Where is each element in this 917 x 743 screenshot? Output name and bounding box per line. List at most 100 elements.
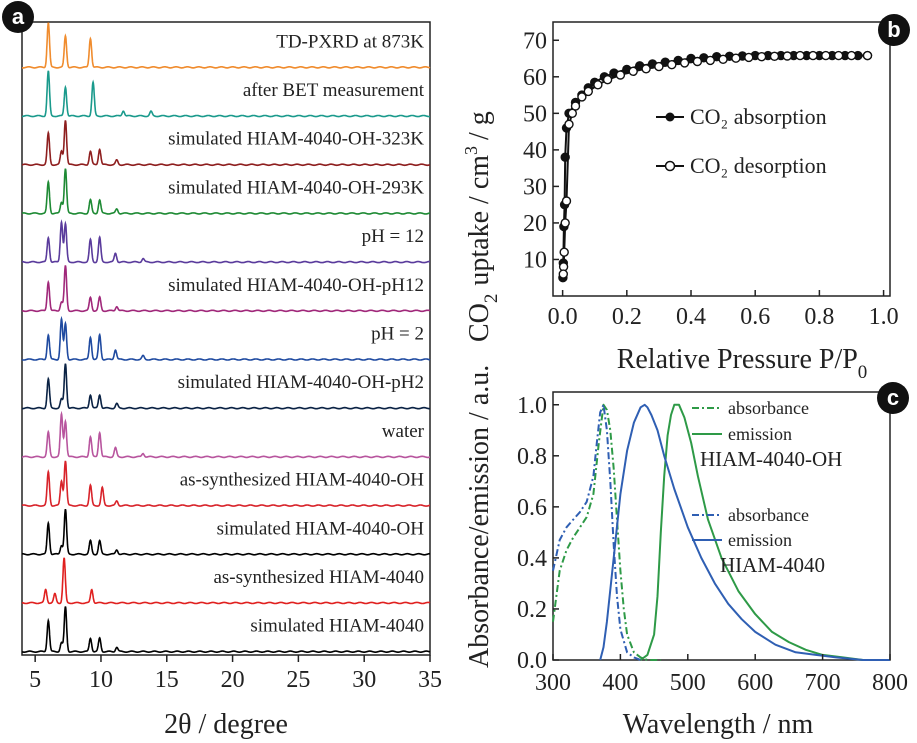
b-point-1-6 xyxy=(782,51,792,61)
c-series-1 xyxy=(639,403,890,661)
a-tick-label-2: 15 xyxy=(155,667,179,693)
b-point-1-3 xyxy=(821,50,831,61)
legend-4040-name: HIAM-4040 xyxy=(720,553,825,577)
b-point-1-11 xyxy=(718,54,728,64)
panel-b-y-label: CO2uptake / cm3/ g xyxy=(461,111,502,342)
pxrd-label-9: as-synthesized HIAM-4040-OH xyxy=(180,470,425,491)
pxrd-trace-6 xyxy=(21,315,431,361)
b-point-1-19 xyxy=(615,70,626,80)
b-xtick-label-1: 0.2 xyxy=(612,304,642,330)
panel-a-series: TD-PXRD at 873K after BET measurement simu… xyxy=(21,22,431,654)
b-point-1-29 xyxy=(559,247,569,257)
panel-a-frame xyxy=(21,21,431,656)
pxrd-label-6: pH = 2 xyxy=(371,324,424,345)
legend-oh-emission: emission xyxy=(728,424,792,444)
panel-b-frame xyxy=(552,21,891,297)
b-point-1-31 xyxy=(558,269,568,279)
c-xtick-label-5: 800 xyxy=(872,670,908,696)
c-series-0 xyxy=(552,403,661,661)
legend-4040-absorbance: absorbance xyxy=(728,505,809,525)
legend-co2-desorption: CO₂ desorption xyxy=(690,153,827,178)
b-point-1-0 xyxy=(862,50,873,61)
pxrd-trace-9 xyxy=(21,460,431,507)
pxrd-label-0: TD-PXRD at 873K xyxy=(276,31,424,52)
c-series-3 xyxy=(599,403,890,661)
b-ytick-label-6: 70 xyxy=(523,28,547,54)
c-ytick-label-3: 0.6 xyxy=(517,495,547,521)
b-xtick-label-0: 0.0 xyxy=(548,304,578,330)
c-xtick-label-3: 600 xyxy=(737,670,773,696)
pxrd-label-5: simulated HIAM-4040-OH-pH12 xyxy=(168,275,424,296)
legend-co2-absorption: CO₂ absorption xyxy=(690,104,827,129)
b-point-1-8 xyxy=(756,52,767,62)
panel-c-legend: absorbance emission HIAM-4040-OH absorba… xyxy=(692,398,842,577)
panel-c-frame xyxy=(552,391,891,661)
c-xtick-label-4: 700 xyxy=(805,670,841,696)
b-point-1-23 xyxy=(577,92,587,102)
panel-b-x-label: Relative Pressure P/P0 xyxy=(617,344,868,383)
b-point-1-26 xyxy=(564,119,574,130)
panel-c-y-label: Absorbance/emission / a.u. xyxy=(464,365,495,668)
a-tick-label-6: 35 xyxy=(418,667,442,693)
c-series-2 xyxy=(552,403,641,661)
panel-c-ticks: 300 400 500 600 700 800 0.0 0.2 0.4 0.6 0.8 1.0 xyxy=(517,393,908,696)
b-point-1-16 xyxy=(654,61,664,72)
panel-a-x-ticks: 5 10 15 20 25 30 35 xyxy=(29,655,442,693)
pxrd-trace-3 xyxy=(21,168,431,215)
panel-b-plot xyxy=(558,50,873,283)
c-xtick-label-2: 500 xyxy=(670,670,706,696)
b-ytick-label-3: 40 xyxy=(523,138,547,164)
panel-c-badge-label: c xyxy=(887,385,899,410)
pxrd-label-4: pH = 12 xyxy=(362,226,424,247)
b-point-1-4 xyxy=(808,50,818,61)
panel-b-badge-label: b xyxy=(887,17,900,42)
c-ytick-label-4: 0.8 xyxy=(517,444,547,470)
b-point-1-5 xyxy=(795,50,805,61)
c-ytick-label-5: 1.0 xyxy=(517,393,547,419)
pxrd-trace-10 xyxy=(22,508,430,556)
pxrd-label-3: simulated HIAM-4040-OH-293K xyxy=(168,177,424,198)
b-point-1-27 xyxy=(561,196,572,206)
panel-a-badge xyxy=(2,1,34,33)
pxrd-label-7: simulated HIAM-4040-OH-pH2 xyxy=(178,372,424,393)
pxrd-trace-0 xyxy=(22,22,431,69)
panel-a-x-label: 2θ / degree xyxy=(164,709,288,740)
a-tick-label-3: 20 xyxy=(221,667,245,693)
b-point-0-4 xyxy=(560,152,570,162)
pxrd-label-12: simulated HIAM-4040 xyxy=(250,616,424,637)
pxrd-trace-2 xyxy=(21,120,431,167)
c-ytick-label-1: 0.2 xyxy=(517,597,547,623)
panel-b-legend: CO₂ absorption CO₂ desorption xyxy=(656,104,827,178)
pxrd-trace-1 xyxy=(22,70,431,118)
b-xtick-label-4: 0.8 xyxy=(804,304,834,330)
b-ytick-label-5: 60 xyxy=(523,65,547,91)
panel-b-badge xyxy=(878,14,910,46)
b-point-1-15 xyxy=(667,59,677,70)
pxrd-label-1: after BET measurement xyxy=(243,80,425,101)
panel-a-badge-label: a xyxy=(12,4,25,29)
a-tick-label-0: 5 xyxy=(29,667,41,693)
pxrd-trace-4 xyxy=(22,219,430,264)
b-xtick-label-5: 1.0 xyxy=(869,304,899,330)
b-point-1-1 xyxy=(846,50,857,61)
b-point-1-14 xyxy=(679,58,690,68)
panel-c-plot xyxy=(552,403,890,661)
b-xtick-label-2: 0.4 xyxy=(676,304,706,330)
pxrd-label-8: water xyxy=(382,421,425,442)
panel-b-ticks: 0.0 0.2 0.4 0.6 0.8 1.0 10 20 30 40 50 60 70 xyxy=(523,28,899,330)
b-point-1-20 xyxy=(602,74,613,85)
a-tick-label-4: 25 xyxy=(286,667,310,693)
b-ytick-label-1: 20 xyxy=(523,211,547,237)
b-point-1-9 xyxy=(744,52,754,63)
b-point-1-22 xyxy=(583,86,593,97)
b-point-1-18 xyxy=(628,66,638,77)
panel-c-x-label: Wavelength / nm xyxy=(623,709,814,740)
pxrd-trace-5 xyxy=(21,265,431,313)
a-tick-label-1: 10 xyxy=(89,667,113,693)
b-point-1-21 xyxy=(593,80,603,90)
pxrd-trace-7 xyxy=(22,363,430,410)
pxrd-trace-11 xyxy=(21,557,431,605)
b-point-1-17 xyxy=(641,64,651,74)
c-ytick-label-2: 0.4 xyxy=(517,546,547,572)
